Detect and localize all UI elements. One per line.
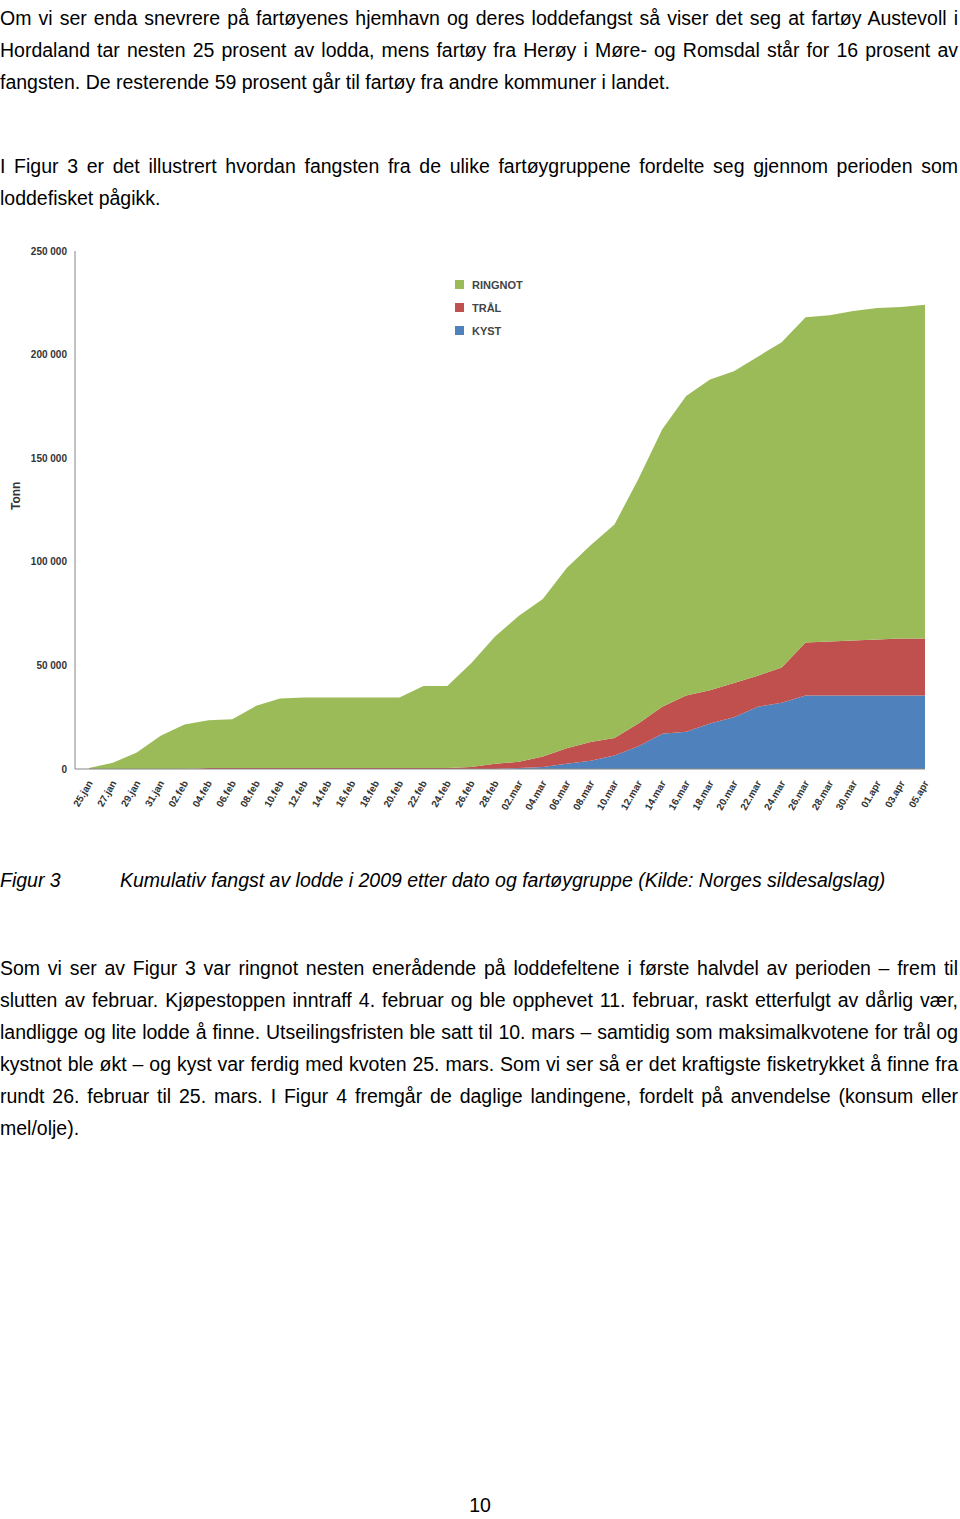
svg-text:27.jan: 27.jan	[95, 779, 119, 809]
svg-text:50 000: 50 000	[36, 660, 67, 671]
html-text:KYST: KYST	[472, 324, 502, 337]
svg-text:250 000: 250 000	[31, 246, 68, 257]
svg-text:06.feb: 06.feb	[214, 779, 238, 810]
svg-text:18.mar: 18.mar	[690, 778, 716, 812]
svg-text:16.feb: 16.feb	[333, 779, 357, 810]
svg-text:01.apr: 01.apr	[859, 778, 883, 809]
svg-text:02.mar: 02.mar	[499, 778, 525, 812]
svg-text:24.feb: 24.feb	[429, 779, 453, 810]
html-text:10: 10	[469, 1494, 491, 1516]
svg-text:03.apr: 03.apr	[883, 778, 907, 809]
svg-text:22.mar: 22.mar	[738, 778, 764, 812]
svg-text:05.apr: 05.apr	[906, 778, 930, 809]
svg-text:20.feb: 20.feb	[381, 779, 405, 810]
svg-text:06.mar: 06.mar	[547, 778, 573, 812]
svg-text:20.mar: 20.mar	[714, 778, 740, 812]
svg-text:26.feb: 26.feb	[453, 779, 477, 810]
svg-text:25.jan: 25.jan	[71, 779, 95, 809]
svg-text:28.mar: 28.mar	[810, 778, 836, 812]
html-text:Kumulativ fangst av lodde i 20: Kumulativ fangst av lodde i 2009 etter d…	[120, 869, 886, 891]
svg-text:150 000: 150 000	[31, 453, 68, 464]
svg-text:12.mar: 12.mar	[618, 778, 644, 812]
html-text:Som vi ser av Figur 3 var ring: Som vi ser av Figur 3 var ringnot nesten…	[0, 957, 958, 1139]
svg-text:10.feb: 10.feb	[262, 779, 286, 810]
svg-text:04.mar: 04.mar	[523, 778, 549, 812]
svg-text:08.mar: 08.mar	[571, 778, 597, 812]
svg-text:16.mar: 16.mar	[666, 778, 692, 812]
svg-text:04.feb: 04.feb	[190, 779, 214, 810]
svg-text:02.feb: 02.feb	[166, 779, 190, 810]
svg-text:26.mar: 26.mar	[786, 778, 812, 812]
svg-text:29.jan: 29.jan	[119, 779, 143, 809]
html-text:Figur 3: Figur 3	[0, 869, 61, 891]
svg-text:0: 0	[61, 764, 67, 775]
svg-text:14.feb: 14.feb	[310, 779, 334, 810]
svg-text:28.feb: 28.feb	[477, 779, 501, 810]
svg-text:18.feb: 18.feb	[357, 779, 381, 810]
svg-text:Tonn: Tonn	[9, 482, 23, 510]
svg-text:08.feb: 08.feb	[238, 779, 262, 810]
svg-text:24.mar: 24.mar	[762, 778, 788, 812]
svg-text:22.feb: 22.feb	[405, 779, 429, 810]
svg-text:12.feb: 12.feb	[286, 779, 310, 810]
svg-text:100 000: 100 000	[31, 556, 68, 567]
html-text:RINGNOT: RINGNOT	[472, 278, 523, 291]
svg-text:200 000: 200 000	[31, 349, 68, 360]
svg-text:31.jan: 31.jan	[143, 779, 167, 809]
svg-text:14.mar: 14.mar	[642, 778, 668, 812]
html-text:Om vi ser enda snevrere på far: Om vi ser enda snevrere på fartøyenes hj…	[0, 7, 958, 93]
html-text:I Figur 3 er det illustrert hv: I Figur 3 er det illustrert hvordan fang…	[0, 155, 958, 209]
html-text:TRÅL: TRÅL	[472, 301, 502, 314]
svg-text:10.mar: 10.mar	[595, 778, 621, 812]
svg-text:30.mar: 30.mar	[833, 778, 859, 812]
